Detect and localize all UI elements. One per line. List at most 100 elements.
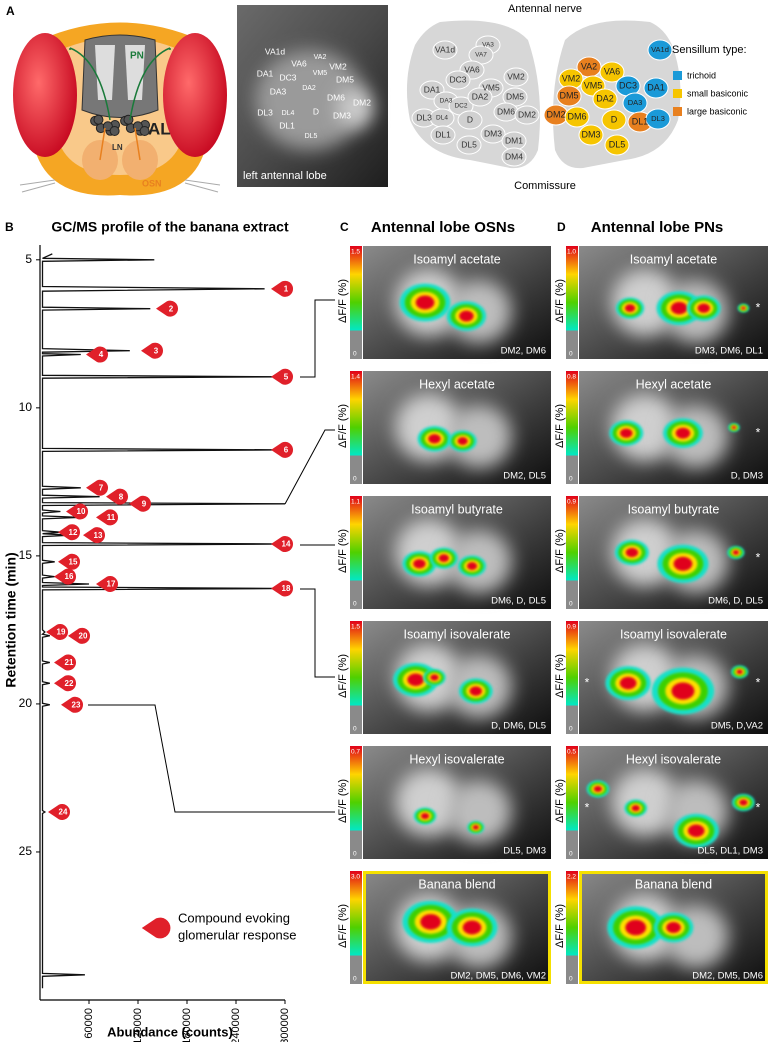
compound-marker xyxy=(58,553,81,570)
lobe-glow xyxy=(337,88,373,128)
response-hotspot xyxy=(457,437,468,445)
label-pn: PN xyxy=(130,51,144,62)
odor-title: Isoamyl acetate xyxy=(630,252,718,266)
glomerulus-label: DA3 xyxy=(628,98,643,107)
colorbar-max: 0.9 xyxy=(567,624,576,631)
colorbar-min: 0 xyxy=(569,601,573,608)
colorbar xyxy=(566,746,578,859)
lobe-glow xyxy=(394,768,463,837)
colorbar-min: 0 xyxy=(569,476,573,483)
glomerulus-label: DM4 xyxy=(505,151,523,161)
highlight-frame xyxy=(363,871,551,984)
response-image: ΔF/F (%) 3.0 0 Banana blend DM2, DM5, DM6, V… xyxy=(337,871,551,984)
response-hotspot xyxy=(593,785,603,793)
y-tick-label: 10 xyxy=(19,400,33,414)
response-image: ΔF/F (%) 1.5 0 Isoamyl isovalerate D, DM6, D… xyxy=(337,621,551,734)
compound-marker xyxy=(54,675,77,692)
glomeruli-label: DM3, DM6, DL1 xyxy=(695,346,763,357)
glomerulus-label: DM2 xyxy=(518,109,536,119)
glomerulus-shape xyxy=(599,61,625,83)
glomerulus-label: VA1d xyxy=(265,46,285,56)
compound-marker xyxy=(271,441,294,458)
lobe-glow xyxy=(255,50,365,150)
y-tick-label: 5 xyxy=(25,252,32,266)
response-hotspot xyxy=(675,427,691,439)
asterisk: * xyxy=(756,425,761,439)
response-image: ΔF/F (%) 1.0 0 Isoamyl acetate DM3, DM6, DL1… xyxy=(554,246,768,359)
compound-marker xyxy=(156,300,179,317)
response-hotspot xyxy=(420,812,430,820)
compound-number: 23 xyxy=(72,700,81,709)
glomerulus-label: DA1 xyxy=(647,82,665,92)
glomerulus-shape xyxy=(564,106,590,128)
glomeruli-label: DL5, DL1, DM3 xyxy=(698,846,763,857)
odor-title: Banana blend xyxy=(418,877,495,891)
response-image: ΔF/F (%) 1.4 0 Hexyl acetate DM2, DL5 xyxy=(337,371,551,484)
odor-title: Hexyl isovalerate xyxy=(409,752,504,766)
colorbar-min: 0 xyxy=(569,726,573,733)
glomerulus-shape xyxy=(604,134,630,156)
lobe-glow xyxy=(447,404,512,469)
lobe-glow xyxy=(611,768,680,837)
panel-letter: A xyxy=(6,4,15,18)
glomerulus-label: VM2 xyxy=(562,73,581,83)
colorbar-max: 1.5 xyxy=(351,624,360,631)
colorbar xyxy=(566,246,578,359)
response-hotspot xyxy=(420,914,442,930)
x-tick-label: 180000 xyxy=(181,1008,193,1042)
lobe-glow xyxy=(611,268,680,337)
y-tick-label: 15 xyxy=(19,548,33,562)
compound-number: 20 xyxy=(79,631,88,640)
pn-neuron xyxy=(69,47,171,121)
response-hotspot xyxy=(428,434,441,444)
compound-number: 12 xyxy=(69,528,78,537)
glomerulus-label: VA6 xyxy=(291,58,307,68)
axis-label: ΔF/F (%) xyxy=(554,654,566,698)
compound-number: 18 xyxy=(282,584,291,593)
odor-title: Hexyl acetate xyxy=(419,377,495,391)
compound-marker xyxy=(66,503,89,520)
glomerulus-label: DC3 xyxy=(619,80,637,90)
asterisk: * xyxy=(756,800,761,814)
panel-title: Antennal lobe PNs xyxy=(591,219,724,236)
glomerulus-icon xyxy=(139,125,150,136)
glomeruli-label: DM6, D, DL5 xyxy=(708,596,763,607)
imaging-panel: C Antennal lobe OSNs ΔF/F (%) 1.5 0 Isoamyl a… xyxy=(337,219,551,984)
colorbar-min: 0 xyxy=(353,601,357,608)
x-tick-label: 240000 xyxy=(230,1008,242,1042)
compound-marker xyxy=(129,495,152,512)
colorbar-min: 0 xyxy=(569,976,573,983)
glomerulus-label: DC3 xyxy=(279,72,296,82)
glomerulus-label: DL5 xyxy=(609,139,626,149)
response-hotspot xyxy=(620,428,633,438)
glomerulus-label: DM3 xyxy=(581,129,600,139)
response-hotspot xyxy=(670,301,688,315)
response-hotspot xyxy=(739,799,748,806)
response-hotspot xyxy=(469,686,483,696)
response-hotspot xyxy=(687,824,705,837)
compound-number: 13 xyxy=(94,531,103,540)
odor-title: Isoamyl isovalerate xyxy=(404,627,511,641)
compound-marker xyxy=(54,568,77,585)
glomerulus-outline xyxy=(432,40,458,60)
legend-swatch xyxy=(673,107,682,116)
colorbar-min: 0 xyxy=(353,726,357,733)
response-hotspot xyxy=(407,673,424,686)
glomerulus-label: VM2 xyxy=(507,71,525,81)
axis-label: ΔF/F (%) xyxy=(554,529,566,573)
glomerulus-label: DA2 xyxy=(472,91,489,101)
compound-marker xyxy=(46,623,69,640)
glomerulus-label: DM5 xyxy=(506,91,524,101)
chart-title: GC/MS profile of the banana extract xyxy=(51,219,289,235)
response-hotspot xyxy=(430,674,439,681)
glomerulus-label: VA2 xyxy=(581,61,597,71)
compound-number: 4 xyxy=(99,350,104,359)
glomerulus-shape xyxy=(556,85,582,107)
imaging-panel: D Antennal lobe PNs ΔF/F (%) 1.0 0 Isoamyl ac… xyxy=(554,219,768,984)
response-hotspot xyxy=(625,919,647,936)
glomerulus-label: DL3 xyxy=(651,114,665,123)
odor-title: Isoamyl isovalerate xyxy=(620,627,727,641)
chromatogram-trace xyxy=(41,253,286,989)
colorbar xyxy=(350,371,362,484)
